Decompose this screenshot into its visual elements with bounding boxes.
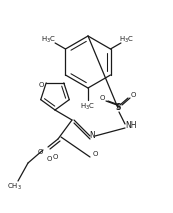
Text: O: O <box>130 92 136 98</box>
Text: CH$_3$: CH$_3$ <box>7 182 21 192</box>
Text: S: S <box>115 104 121 112</box>
Text: N: N <box>89 131 95 141</box>
Text: O: O <box>37 149 43 155</box>
Text: H$_3$C: H$_3$C <box>80 102 95 112</box>
Text: O: O <box>92 151 98 157</box>
Text: NH: NH <box>125 121 137 131</box>
Text: H$_3$C: H$_3$C <box>119 35 135 45</box>
Text: O: O <box>39 82 44 88</box>
Text: H$_3$C: H$_3$C <box>42 35 57 45</box>
Text: O: O <box>52 154 58 160</box>
Text: O: O <box>99 95 105 101</box>
Text: O: O <box>46 156 52 162</box>
